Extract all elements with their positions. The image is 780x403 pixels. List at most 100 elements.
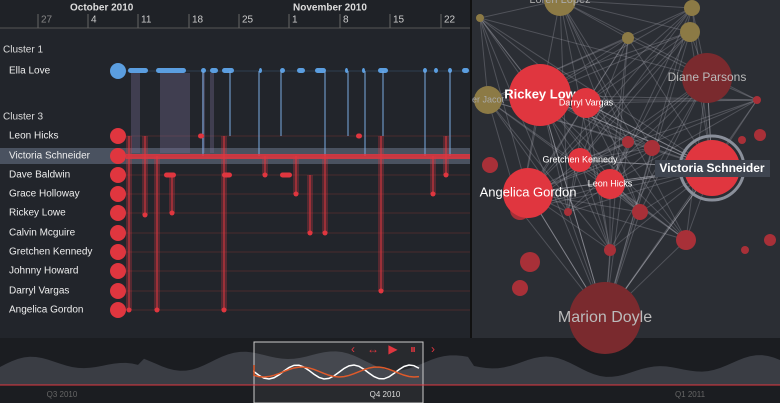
control-button[interactable]: › xyxy=(431,342,435,356)
event xyxy=(222,68,234,73)
edge xyxy=(559,0,687,241)
edge xyxy=(559,0,611,251)
network-node[interactable] xyxy=(544,0,576,16)
event xyxy=(307,230,313,236)
edge xyxy=(487,99,569,213)
control-button[interactable]: ‹ xyxy=(351,342,355,356)
network-node[interactable] xyxy=(474,86,502,114)
series-line xyxy=(253,365,420,378)
edge xyxy=(579,99,758,161)
event xyxy=(378,68,388,73)
small-node xyxy=(680,22,700,42)
edge xyxy=(487,99,687,241)
node-label: Diane Parsons xyxy=(668,70,747,84)
edge xyxy=(585,102,687,241)
cluster-label: Cluster 1 xyxy=(3,45,43,56)
control-button[interactable]: ▶ xyxy=(388,342,398,356)
network-node[interactable] xyxy=(682,53,732,103)
person-label[interactable]: Johnny Howard xyxy=(9,266,78,277)
event xyxy=(322,230,328,236)
event xyxy=(128,68,148,73)
event xyxy=(126,307,132,313)
network-node[interactable] xyxy=(509,64,571,126)
entity-node xyxy=(110,186,126,202)
entity-node xyxy=(110,63,126,79)
event xyxy=(356,133,362,139)
edge xyxy=(527,31,691,194)
person-label[interactable]: Darryl Vargas xyxy=(9,286,69,297)
small-node xyxy=(676,230,696,250)
edge xyxy=(579,37,629,161)
network-node[interactable] xyxy=(569,282,641,354)
node-label: Gretchen Kennedy xyxy=(542,154,618,164)
small-node xyxy=(564,208,572,216)
edge xyxy=(579,31,691,161)
node-label: Leon Hicks xyxy=(588,178,633,188)
small-node xyxy=(644,140,660,156)
person-label[interactable]: Dave Baldwin xyxy=(9,170,70,181)
small-node xyxy=(512,280,528,296)
node-label: Darryl Vargas xyxy=(559,97,614,107)
event xyxy=(280,172,292,178)
month-label: November 2010 xyxy=(293,3,367,14)
person-label[interactable]: Calvin Mcguire xyxy=(9,228,76,239)
person-label[interactable]: Victoria Schneider xyxy=(9,151,91,162)
small-node xyxy=(753,96,761,104)
control-button[interactable]: ↔ xyxy=(367,342,379,356)
person-label[interactable]: Ella Love xyxy=(9,66,51,77)
edge xyxy=(539,94,606,319)
event xyxy=(462,68,469,73)
entity-node xyxy=(110,167,126,183)
edge xyxy=(559,0,691,33)
event xyxy=(210,68,218,73)
edge xyxy=(567,77,708,213)
event xyxy=(297,68,305,73)
edge xyxy=(527,192,687,241)
entity-node xyxy=(110,205,126,221)
node-label: Marion Doyle xyxy=(558,309,652,326)
edge xyxy=(479,17,529,194)
event xyxy=(156,68,186,73)
month-label: October 2010 xyxy=(70,3,134,14)
person-label[interactable]: Leon Hicks xyxy=(9,131,58,142)
entity-node xyxy=(110,128,126,144)
small-node xyxy=(520,252,540,272)
event xyxy=(378,288,384,294)
person-label[interactable]: Grace Holloway xyxy=(9,189,80,200)
small-node xyxy=(622,136,634,148)
network-node[interactable] xyxy=(571,88,601,118)
label-box xyxy=(655,160,770,177)
event xyxy=(201,68,206,73)
entity-node xyxy=(110,283,126,299)
control-button[interactable]: ⏸ xyxy=(410,342,416,356)
network-node[interactable] xyxy=(503,168,553,218)
entity-node xyxy=(110,148,126,164)
edge xyxy=(585,31,691,104)
event-link xyxy=(131,73,140,153)
person-label[interactable]: Gretchen Kennedy xyxy=(9,247,92,258)
event-link xyxy=(210,73,214,153)
edge xyxy=(559,0,693,9)
event-link xyxy=(160,73,190,153)
day-label: 25 xyxy=(242,15,254,26)
day-label: 11 xyxy=(141,15,152,26)
event xyxy=(222,172,232,178)
event xyxy=(430,191,436,197)
network-node[interactable] xyxy=(595,169,625,199)
event xyxy=(448,68,452,73)
day-label: 18 xyxy=(192,15,204,26)
node-label: Angelica Gordon xyxy=(480,184,577,199)
event xyxy=(154,307,160,313)
person-label[interactable]: Angelica Gordon xyxy=(9,305,84,316)
person-label[interactable]: Rickey Lowe xyxy=(9,208,66,219)
node-label: Rickey Low xyxy=(504,86,576,101)
edge xyxy=(487,99,611,251)
edge xyxy=(604,7,693,319)
edge xyxy=(585,7,693,104)
period-label: Q4 2010 xyxy=(370,390,401,399)
edge xyxy=(585,102,641,213)
node-label: er Jacot xyxy=(472,94,505,104)
network-node[interactable] xyxy=(568,148,592,172)
edge xyxy=(539,94,687,241)
node-label: Loren Lopez xyxy=(529,0,590,6)
